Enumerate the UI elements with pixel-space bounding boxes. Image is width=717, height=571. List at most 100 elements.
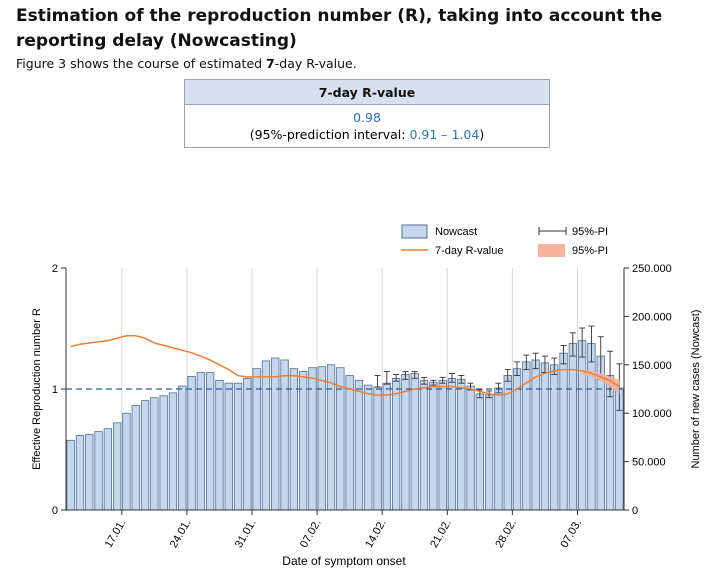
r-value-pi-band [582,369,620,394]
nowcast-bar-47 [503,375,512,511]
pi-errorbar-56 [588,325,595,363]
interval-high: 1.04 [451,127,480,142]
interval-prefix: (95%-prediction interval: [249,127,410,142]
nowcast-bar-56 [587,343,596,511]
left-axis-label: Effective Reproduction number R [31,308,43,470]
pi-errorbar-50 [532,352,539,370]
x-tick-label-3: 07.02. [298,518,324,550]
nowcast-bar-9 [150,397,159,511]
nowcast-bar-51 [540,362,550,511]
nowcast-bar-46 [494,387,503,511]
interval-suffix: ) [479,127,485,142]
pi-errorbar-38 [421,376,428,385]
nowcast-bar-34 [382,382,392,511]
nowcast-bar-16 [215,379,224,511]
legend-nowcast-swatch [401,224,428,239]
interval-dash: – [437,127,452,142]
nowcast-bar-28 [326,364,336,511]
nowcast-bar-6 [122,412,131,511]
nowcast-bar-21 [261,360,271,511]
nowcast-bar-23 [280,359,289,511]
pi-errorbar-42 [458,374,465,384]
right-tick-label-5: 250.000 [632,263,672,275]
nowcast-bar-19 [243,377,252,511]
x-tick-label-1: 24.01. [168,518,194,550]
pi-errorbar-33 [374,374,381,388]
pi-errorbar-55 [579,327,586,358]
nowcast-bar-54 [568,343,577,511]
pi-errorbar-53 [560,344,567,365]
right-axis-label: Number of new cases (Nowcast) [690,310,702,469]
pi-errorbar-47 [504,369,511,382]
right-tick-label-2: 100.000 [632,408,672,420]
legend: Nowcast 7-day R-value 95%-PI 95%-PI [401,224,608,257]
pi-errorbar-41 [448,373,455,383]
x-tick-label-5: 21.02. [428,518,454,550]
legend-nowcast-label: Nowcast [435,226,477,238]
nowcast-bar-53 [559,352,568,511]
pi-errorbar-39 [430,379,437,386]
nowcast-bar-37 [410,373,419,511]
nowcast-bar-27 [317,366,326,511]
nowcast-bar-41 [447,377,457,511]
pi-errorbar-37 [411,371,418,379]
nowcast-bar-30 [345,375,354,511]
pi-errorbar-48 [514,361,521,376]
r-value-table: 7-day R-value 0.98 (95%-prediction inter… [184,79,550,148]
pi-errorbar-36 [402,371,409,380]
right-tick-label-3: 150.000 [632,360,672,372]
left-tick-label-1: 1 [52,384,58,396]
nowcast-bar-31 [354,379,364,511]
nowcast-bar-20 [252,368,261,511]
nowcast-bar-7 [131,405,140,511]
pi-errorbar-34 [383,371,390,385]
intro-bold: 7 [266,56,275,71]
nowcast-bar-32 [364,384,373,511]
right-tick-label-1: 50.000 [632,457,666,469]
nowcast-bar-33 [373,386,382,511]
nowcast-bar-40 [438,379,447,511]
nowcast-bar-10 [159,395,168,511]
nowcast-bar-45 [484,394,494,511]
nowcast-bar-42 [457,378,466,511]
nowcast-bar-4 [103,428,112,511]
nowcast-bar-38 [419,379,429,511]
right-tick-label-0: 0 [632,505,638,517]
r-table-header: 7-day R-value [184,79,550,105]
pi-errorbar-49 [523,354,530,371]
nowcast-bar-5 [113,422,122,511]
left-tick-label-2: 2 [52,263,58,275]
x-tick-label-7: 07.03. [558,518,584,550]
nowcast-bar-39 [429,381,438,511]
nowcast-bar-24 [289,368,299,511]
nowcast-bar-36 [401,374,410,511]
pi-errorbar-54 [569,332,576,357]
left-tick-label-0: 0 [52,505,58,517]
pi-errorbar-46 [495,382,502,394]
nowcast-bar-43 [466,385,475,511]
x-tick-label-4: 14.02. [363,518,389,550]
nowcast-bar-8 [140,400,150,511]
nowcast-bar-12 [178,385,187,511]
x-tick-label-6: 28.02. [493,518,519,550]
r-table-value: 0.98 [353,110,381,125]
nowcast-bar-0 [66,439,75,511]
pi-errorbar-58 [607,350,614,398]
nowcast-bar-52 [550,364,559,511]
pi-errorbar-40 [439,376,446,384]
nowcast-bar-18 [233,382,243,511]
right-tick-label-4: 200.000 [632,311,672,323]
nowcast-bar-2 [85,434,94,511]
nowcast-bar-17 [224,382,233,511]
nowcast-bar-22 [271,357,280,511]
nowcast-bar-11 [168,392,178,511]
nowcast-bar-15 [205,372,215,511]
legend-pi-band-label: 95%-PI [572,245,608,257]
x-tick-label-2: 31.01. [233,518,259,550]
nowcast-bar-14 [196,372,206,511]
interval-low: 0.91 [409,127,438,142]
intro-text: Figure 3 shows the course of estimated 7… [16,56,357,71]
nowcast-bar-13 [187,376,196,511]
legend-r-value-label: 7-day R-value [435,245,503,257]
